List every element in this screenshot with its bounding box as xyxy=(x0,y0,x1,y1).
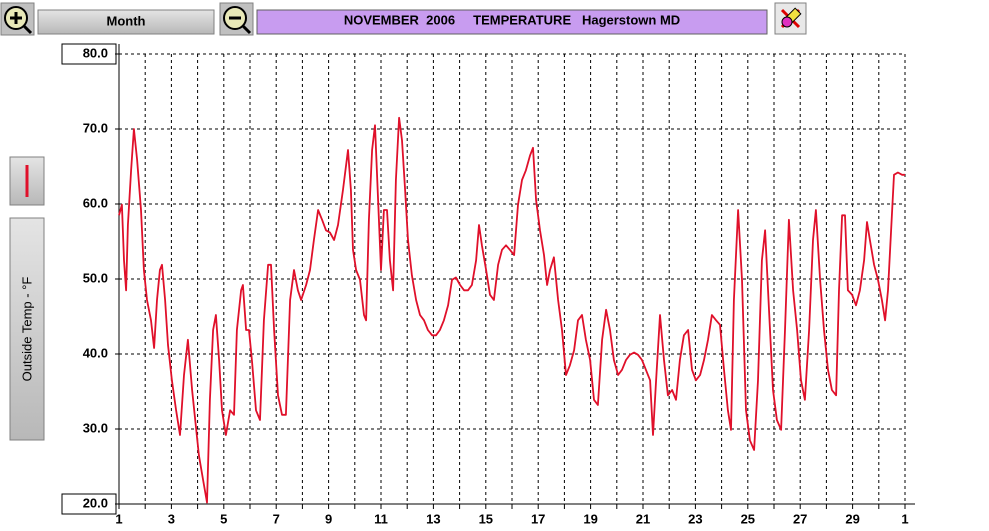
x-tick-label: 3 xyxy=(168,511,175,526)
chart-title: NOVEMBER 2006 TEMPERATURE Hagerstown MD xyxy=(344,12,680,27)
legend-button[interactable] xyxy=(9,156,45,206)
edit-button[interactable] xyxy=(774,2,807,35)
y-tick-label: 40.0 xyxy=(83,345,108,360)
data-line xyxy=(118,116,905,504)
y-tick-label: 30.0 xyxy=(83,420,108,435)
period-label: Month xyxy=(107,13,146,28)
y-tick-label: 60.0 xyxy=(83,195,108,210)
x-tick-label: 9 xyxy=(325,511,332,526)
y-tick-label: 50.0 xyxy=(83,270,108,285)
x-tick-label: 27 xyxy=(793,511,807,526)
y-tick-label: 70.0 xyxy=(83,120,108,135)
y-axis-label: Outside Temp - °F xyxy=(19,277,34,382)
x-tick-label: 25 xyxy=(741,511,755,526)
y-tick-label: 20.0 xyxy=(83,495,108,510)
period-button[interactable]: Month xyxy=(37,9,215,35)
x-tick-label: 21 xyxy=(636,511,650,526)
x-tick-label: 13 xyxy=(426,511,440,526)
x-tick-label: 29 xyxy=(845,511,859,526)
x-tick-label: 1 xyxy=(115,511,122,526)
zoom-out-button[interactable] xyxy=(219,2,254,36)
x-tick-label: 5 xyxy=(220,511,227,526)
x-tick-label: 19 xyxy=(583,511,597,526)
x-tick-label: 1 xyxy=(901,511,908,526)
x-tick-label: 23 xyxy=(688,511,702,526)
y-axis-label-panel: Outside Temp - °F xyxy=(9,217,45,441)
zoom-in-button[interactable] xyxy=(0,2,35,36)
plot: 20.030.040.050.060.070.080.01 3 5 7 9 11 13 15 1… xyxy=(61,43,915,526)
x-tick-label: 11 xyxy=(374,511,388,526)
x-tick-label: 17 xyxy=(531,511,545,526)
y-tick-label: 80.0 xyxy=(83,45,108,60)
title-bar: NOVEMBER 2006 TEMPERATURE Hagerstown MD xyxy=(256,9,768,35)
x-tick-label: 15 xyxy=(479,511,493,526)
x-tick-label: 7 xyxy=(273,511,280,526)
